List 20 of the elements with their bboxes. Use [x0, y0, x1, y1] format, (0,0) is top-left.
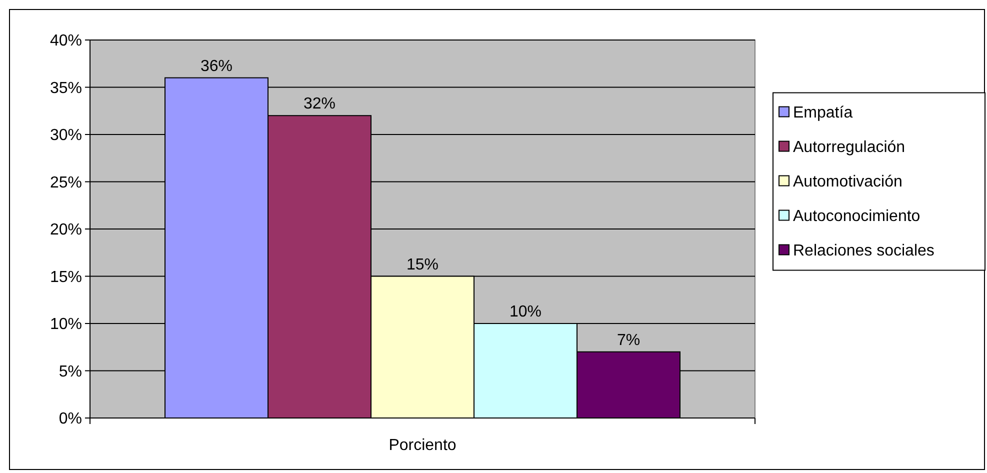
y-tick-label: 25% — [50, 174, 82, 192]
y-tick-label: 20% — [50, 222, 82, 239]
y-tick-label: 35% — [50, 80, 82, 97]
data-label: 7% — [616, 332, 640, 349]
data-label: 32% — [303, 96, 336, 113]
legend-label: Autoconocimiento — [793, 208, 920, 225]
data-label: 36% — [200, 58, 233, 75]
legend-label: Empatía — [793, 104, 853, 122]
data-label: 15% — [406, 256, 439, 274]
y-tick-label: 15% — [50, 268, 82, 286]
x-tick-label: Porciento — [388, 437, 456, 454]
y-tick-label: 10% — [50, 316, 82, 334]
legend-label: Relaciones sociales — [793, 242, 934, 260]
y-tick-label: 40% — [50, 32, 82, 50]
y-tick-label: 30% — [50, 127, 82, 144]
y-tick-label: 0% — [58, 410, 82, 428]
y-tick-label: 5% — [58, 363, 82, 380]
legend-label: Autorregulación — [793, 138, 906, 156]
data-label: 10% — [509, 304, 542, 320]
legend-label: Automotivación — [793, 173, 902, 190]
